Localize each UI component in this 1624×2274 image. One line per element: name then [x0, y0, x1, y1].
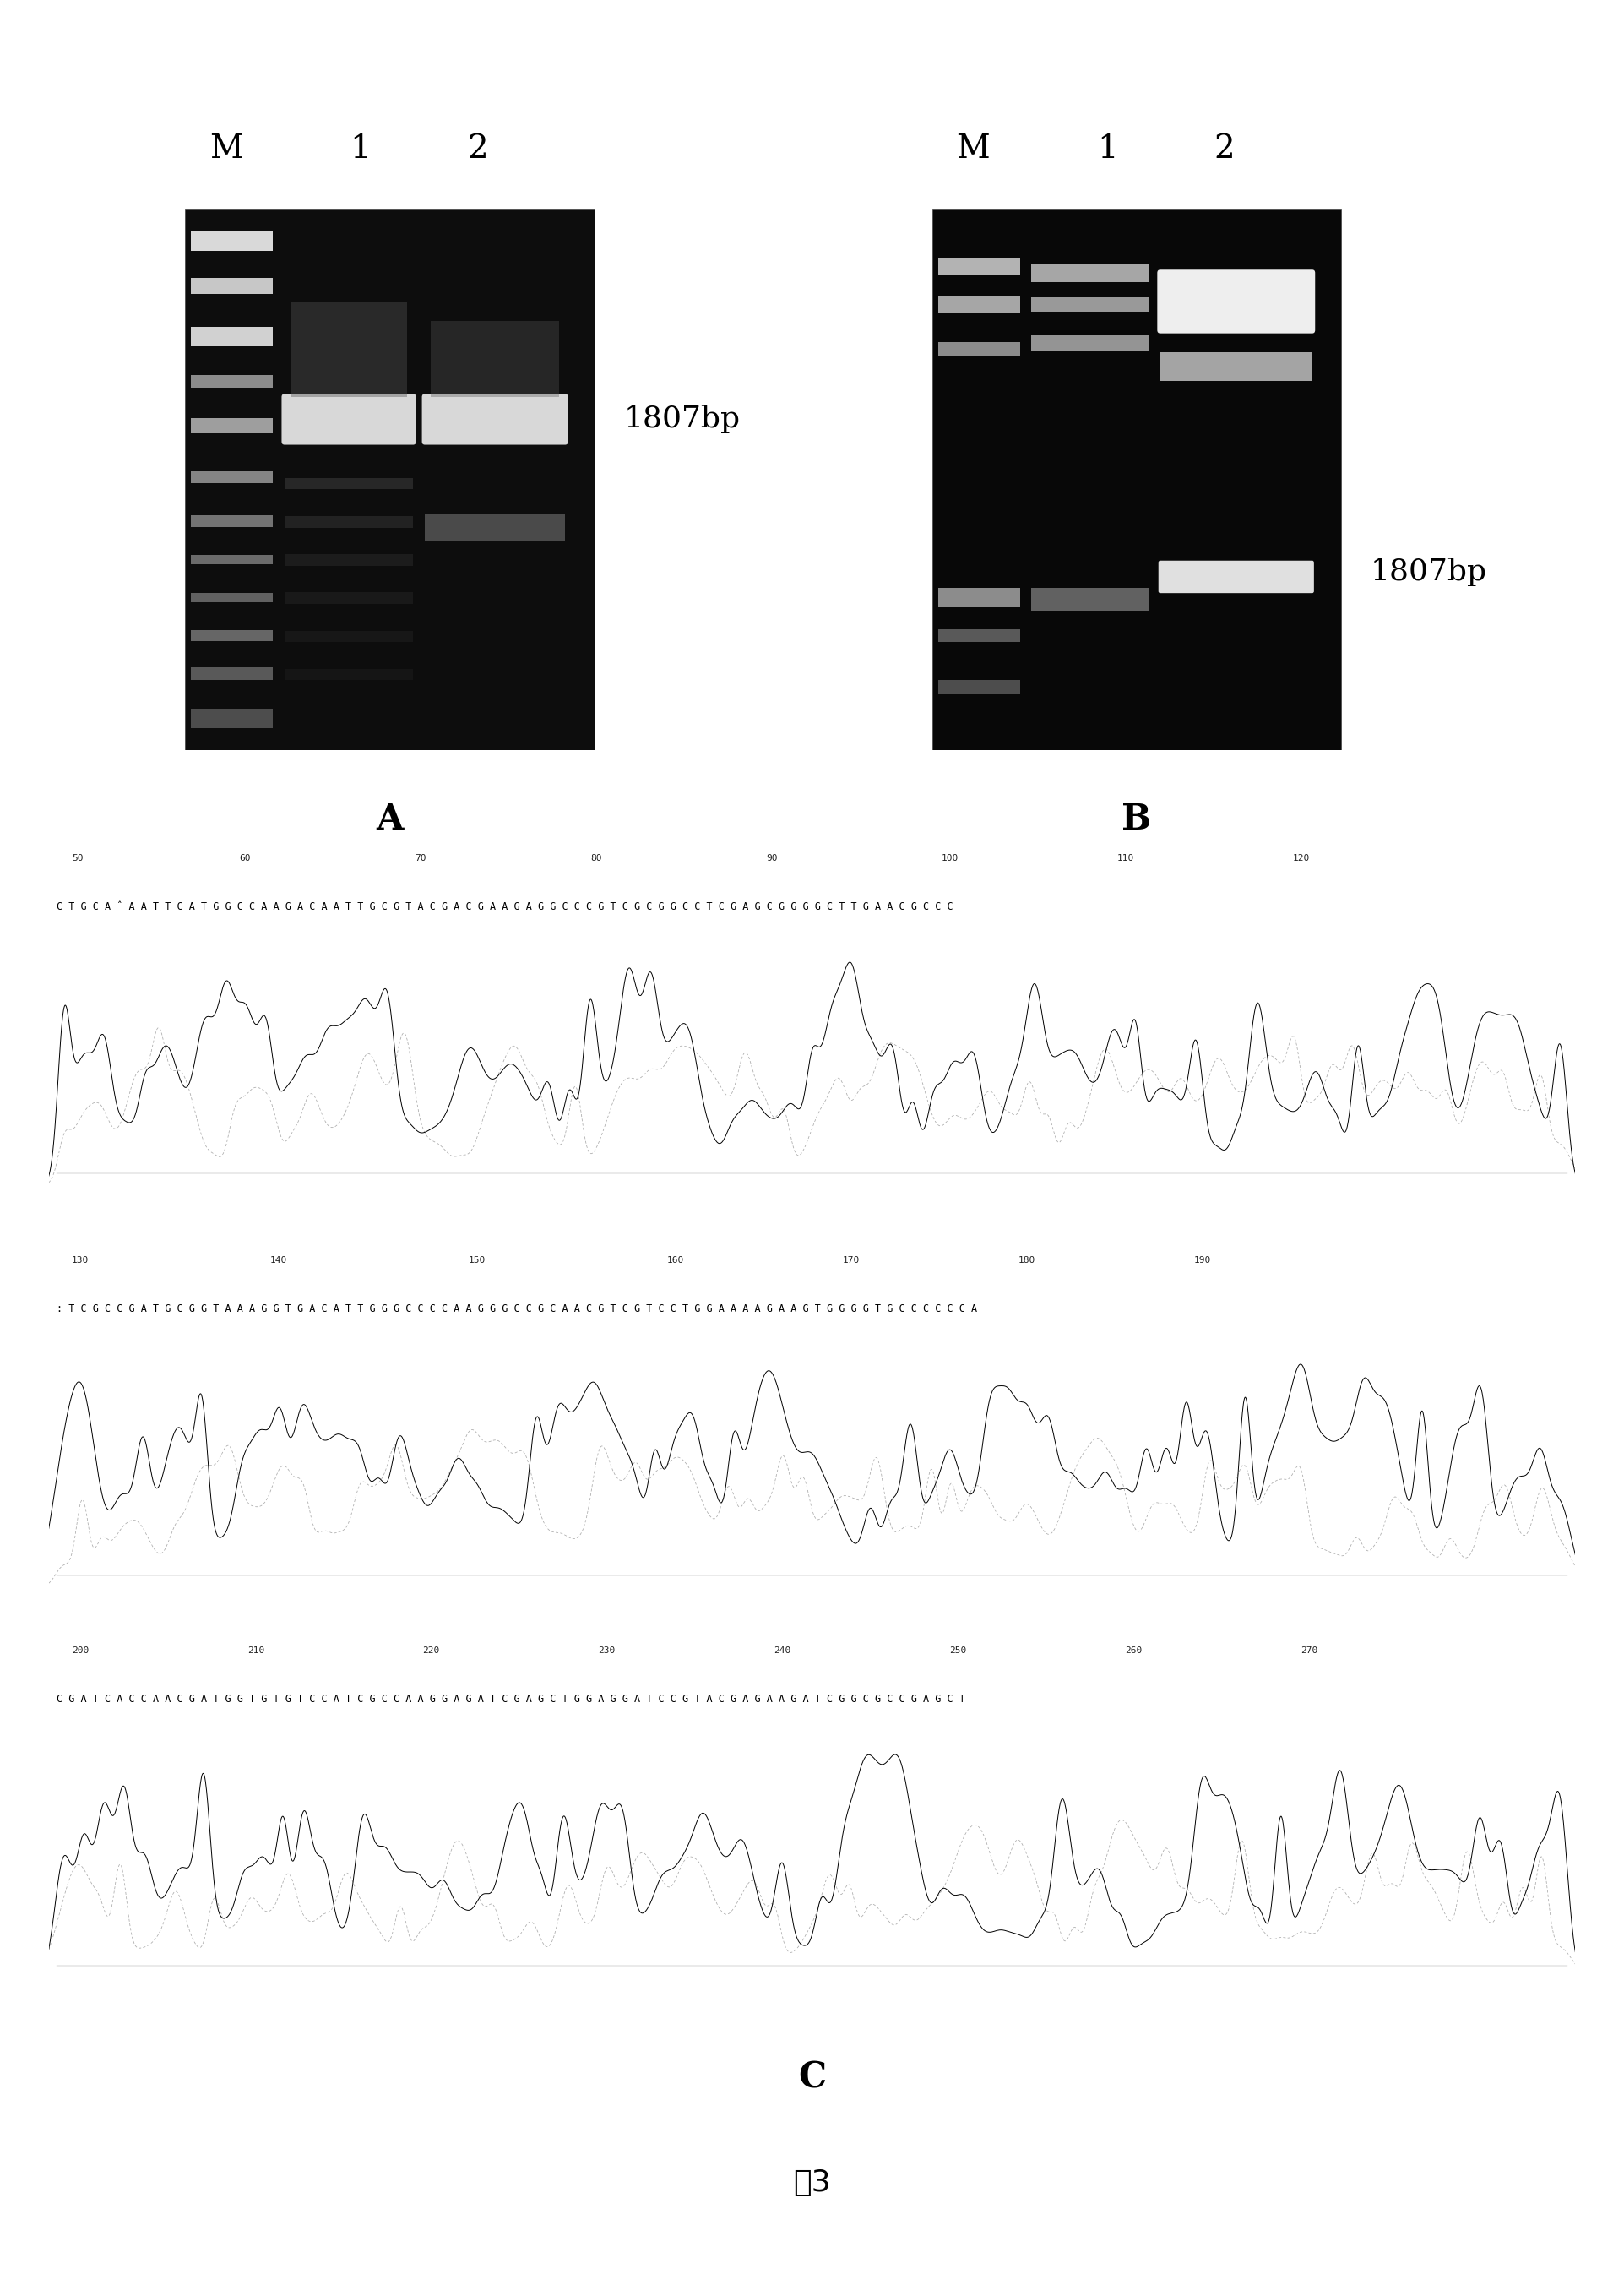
FancyBboxPatch shape: [284, 594, 412, 605]
FancyBboxPatch shape: [291, 302, 408, 398]
Text: 240: 240: [773, 1646, 791, 1655]
Text: 1: 1: [351, 134, 370, 164]
Text: M: M: [957, 134, 991, 164]
FancyBboxPatch shape: [939, 589, 1020, 607]
Text: 70: 70: [416, 855, 427, 862]
FancyBboxPatch shape: [192, 327, 273, 346]
FancyBboxPatch shape: [192, 709, 273, 728]
FancyBboxPatch shape: [281, 393, 416, 446]
FancyBboxPatch shape: [192, 594, 273, 603]
FancyBboxPatch shape: [1160, 352, 1312, 382]
Text: C T G C A ̂ A A T T C A T G G C C A A G A C A A T T G C G T A C G A C G A A G A : C T G C A ̂ A A T T C A T G G C C A A G …: [57, 901, 953, 912]
Text: : T C G C C G A T G C G G T A A A G G T G A C A T T G G G C C C C A A G G G C C : : T C G C C G A T G C G G T A A A G G T …: [57, 1303, 978, 1314]
Text: 170: 170: [843, 1255, 859, 1264]
FancyBboxPatch shape: [1031, 334, 1148, 350]
FancyBboxPatch shape: [939, 257, 1020, 275]
FancyBboxPatch shape: [1031, 589, 1148, 609]
FancyBboxPatch shape: [284, 630, 412, 641]
Text: 220: 220: [422, 1646, 440, 1655]
Text: 180: 180: [1018, 1255, 1034, 1264]
Text: 120: 120: [1293, 855, 1311, 862]
Text: 1: 1: [1098, 134, 1117, 164]
FancyBboxPatch shape: [284, 516, 412, 528]
Text: 80: 80: [591, 855, 603, 862]
Text: C G A T C A C C A A C G A T G G T G T G T C C A T C G C C A A G G A G A T C G A : C G A T C A C C A A C G A T G G T G T G …: [57, 1694, 965, 1706]
FancyBboxPatch shape: [192, 418, 273, 434]
FancyBboxPatch shape: [192, 277, 273, 293]
FancyBboxPatch shape: [939, 680, 1020, 694]
Text: 210: 210: [247, 1646, 265, 1655]
Text: 160: 160: [667, 1255, 684, 1264]
FancyBboxPatch shape: [939, 630, 1020, 641]
FancyBboxPatch shape: [939, 343, 1020, 357]
FancyBboxPatch shape: [430, 321, 559, 398]
Text: 100: 100: [942, 855, 958, 862]
FancyBboxPatch shape: [284, 669, 412, 680]
FancyBboxPatch shape: [192, 375, 273, 387]
Text: 2: 2: [1215, 134, 1234, 164]
FancyBboxPatch shape: [284, 555, 412, 566]
FancyBboxPatch shape: [192, 555, 273, 564]
Text: 60: 60: [240, 855, 252, 862]
FancyBboxPatch shape: [932, 209, 1341, 750]
FancyBboxPatch shape: [422, 393, 568, 446]
Text: 110: 110: [1117, 855, 1135, 862]
Text: 90: 90: [767, 855, 778, 862]
Text: 260: 260: [1125, 1646, 1142, 1655]
Text: 250: 250: [950, 1646, 966, 1655]
FancyBboxPatch shape: [1031, 264, 1148, 282]
FancyBboxPatch shape: [192, 232, 273, 250]
FancyBboxPatch shape: [192, 669, 273, 680]
Text: 200: 200: [71, 1646, 89, 1655]
FancyBboxPatch shape: [192, 516, 273, 528]
FancyBboxPatch shape: [284, 478, 412, 489]
FancyBboxPatch shape: [192, 471, 273, 482]
FancyBboxPatch shape: [425, 514, 565, 541]
FancyBboxPatch shape: [1158, 562, 1314, 594]
Text: M: M: [209, 134, 244, 164]
FancyBboxPatch shape: [192, 630, 273, 641]
Text: 2: 2: [468, 134, 487, 164]
Text: 270: 270: [1301, 1646, 1317, 1655]
Text: 1807bp: 1807bp: [1371, 557, 1488, 587]
Text: 图3: 图3: [793, 2169, 831, 2197]
FancyBboxPatch shape: [1158, 271, 1315, 334]
Text: C: C: [797, 2060, 827, 2097]
FancyBboxPatch shape: [939, 296, 1020, 312]
Text: 150: 150: [469, 1255, 486, 1264]
Text: 1807bp: 1807bp: [624, 405, 741, 434]
FancyBboxPatch shape: [185, 209, 594, 750]
Text: 140: 140: [270, 1255, 287, 1264]
Text: 230: 230: [598, 1646, 615, 1655]
Text: B: B: [1122, 800, 1151, 837]
Text: A: A: [377, 800, 403, 837]
FancyBboxPatch shape: [1031, 298, 1148, 312]
Text: 130: 130: [71, 1255, 89, 1264]
Text: 50: 50: [71, 855, 83, 862]
Text: 190: 190: [1194, 1255, 1212, 1264]
